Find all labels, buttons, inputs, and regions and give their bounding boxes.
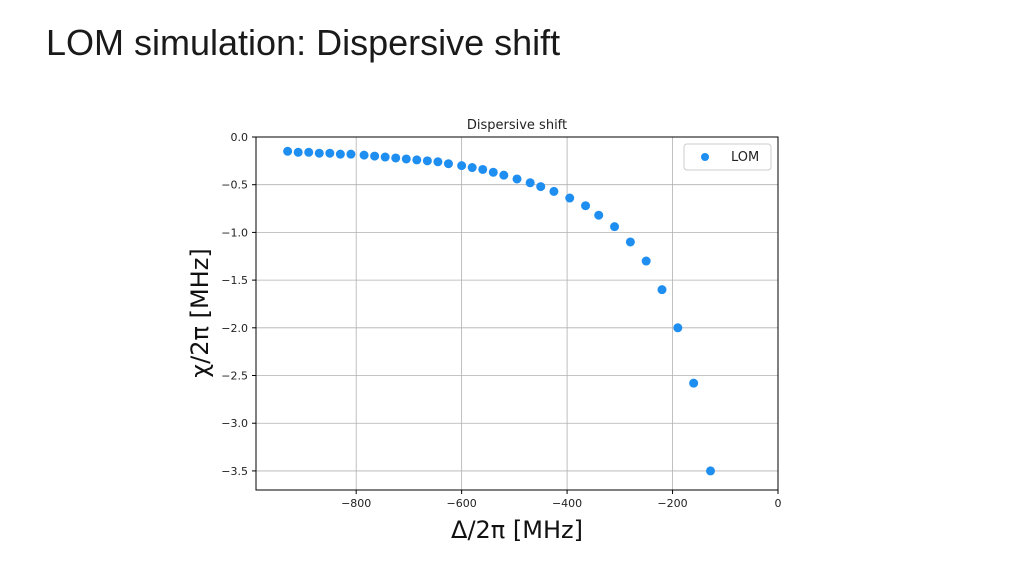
y-tick-label: −3.0 bbox=[221, 417, 248, 430]
data-point bbox=[304, 147, 314, 157]
data-point bbox=[422, 156, 432, 166]
plot-frame bbox=[255, 136, 779, 491]
data-point bbox=[370, 151, 380, 161]
data-point bbox=[293, 147, 303, 157]
legend-label: LOM bbox=[731, 150, 759, 165]
x-tick-label: −800 bbox=[341, 497, 371, 510]
slide-title: LOM simulation: Dispersive shift bbox=[46, 22, 561, 63]
y-tick-label: −2.0 bbox=[221, 322, 248, 335]
data-point bbox=[478, 164, 488, 174]
y-axis-label: χ/2π [MHz] bbox=[186, 248, 214, 377]
data-point bbox=[673, 323, 683, 333]
x-tick-label: −400 bbox=[552, 497, 582, 510]
data-point bbox=[499, 170, 509, 180]
data-point bbox=[657, 285, 667, 295]
tick-layer: −800 −600 −400 −200 0 0.0 −0.5 −1.0 −1.5 −2.0 −2.5… bbox=[221, 131, 781, 510]
x-tick-label: −200 bbox=[657, 497, 687, 510]
y-tick-label: 0.0 bbox=[231, 131, 249, 144]
data-point bbox=[610, 222, 620, 232]
data-point bbox=[325, 148, 335, 158]
data-point bbox=[488, 167, 498, 177]
data-point bbox=[581, 201, 591, 211]
data-point bbox=[467, 163, 477, 173]
chart-title: Dispersive shift bbox=[467, 118, 567, 133]
data-point bbox=[335, 149, 345, 159]
data-point bbox=[283, 146, 293, 156]
data-point bbox=[525, 178, 535, 188]
y-tick-label: −3.5 bbox=[221, 465, 248, 478]
data-point bbox=[359, 150, 369, 160]
data-point bbox=[412, 155, 422, 165]
data-point bbox=[706, 466, 716, 476]
data-point bbox=[565, 193, 575, 203]
data-point bbox=[346, 149, 356, 159]
legend-box bbox=[683, 143, 772, 171]
y-tick-label: −1.0 bbox=[221, 226, 248, 239]
x-tick-label: 0 bbox=[775, 497, 782, 510]
data-point bbox=[641, 256, 651, 266]
data-point bbox=[443, 159, 453, 169]
data-point bbox=[391, 153, 401, 163]
x-tick-label: −600 bbox=[447, 497, 477, 510]
data-point bbox=[536, 182, 546, 192]
y-tick-label: −0.5 bbox=[221, 179, 248, 192]
y-tick-label: −1.5 bbox=[221, 274, 248, 287]
legend: LOM bbox=[683, 143, 772, 171]
data-point bbox=[433, 157, 443, 167]
data-point bbox=[594, 210, 604, 220]
y-tick-label: −2.5 bbox=[221, 370, 248, 383]
x-axis-label: Δ/2π [MHz] bbox=[451, 516, 583, 544]
data-points bbox=[283, 146, 716, 476]
data-point bbox=[689, 378, 699, 388]
data-point bbox=[625, 237, 635, 247]
data-point bbox=[549, 186, 559, 196]
data-point bbox=[401, 154, 411, 164]
data-point bbox=[314, 148, 324, 158]
legend-marker bbox=[701, 153, 709, 161]
data-point bbox=[457, 161, 467, 171]
grid-layer bbox=[256, 136, 779, 490]
data-point bbox=[380, 152, 390, 162]
data-point bbox=[512, 174, 522, 184]
